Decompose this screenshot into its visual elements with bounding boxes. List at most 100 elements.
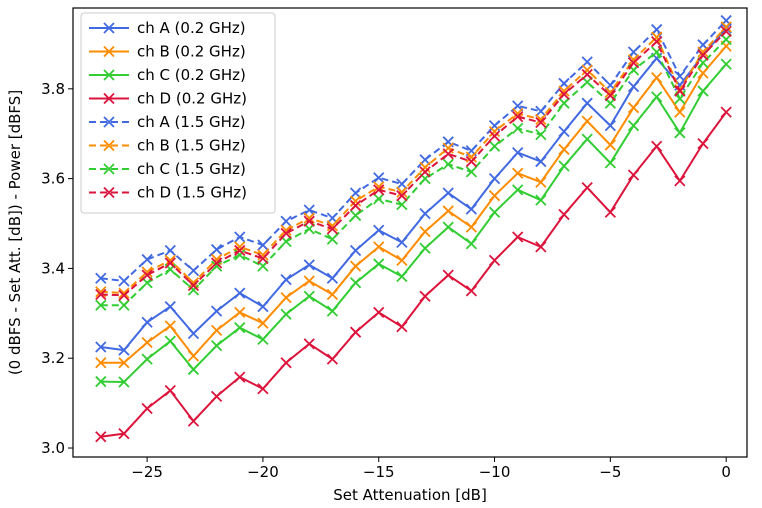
data-point — [234, 306, 246, 319]
legend-marker — [103, 92, 115, 105]
series-1 — [95, 40, 732, 369]
data-point — [535, 194, 547, 206]
data-point — [303, 259, 315, 271]
data-point — [303, 338, 315, 350]
data-point — [419, 290, 431, 302]
data-point — [326, 305, 339, 317]
data-point — [581, 97, 593, 109]
x-tick-label: 0 — [721, 463, 731, 481]
data-point — [141, 269, 153, 281]
data-point — [720, 25, 732, 37]
data-point — [257, 317, 269, 329]
legend-entry: ch A (0.2 GHz) — [89, 19, 246, 37]
data-point — [280, 357, 292, 369]
data-point — [326, 233, 339, 245]
series-2 — [95, 58, 732, 388]
data-point — [604, 157, 616, 169]
data-point — [651, 71, 663, 84]
data-point — [210, 260, 223, 272]
data-point — [720, 21, 732, 33]
data-point — [187, 265, 200, 277]
data-point — [141, 253, 153, 266]
data-point — [349, 260, 362, 272]
data-point — [349, 277, 362, 289]
data-point — [118, 287, 130, 299]
data-point — [558, 143, 570, 156]
data-point — [512, 167, 524, 179]
data-point — [581, 115, 593, 127]
legend-label: ch B (1.5 GHz) — [137, 137, 246, 155]
data-point — [442, 205, 454, 217]
data-point — [234, 244, 246, 257]
x-tick-label: −15 — [363, 463, 395, 481]
data-point — [488, 172, 501, 185]
data-point — [164, 254, 176, 266]
data-point — [651, 31, 663, 43]
data-point — [535, 113, 547, 125]
x-tick-label: −5 — [599, 463, 621, 481]
data-point — [187, 279, 200, 292]
data-point — [118, 344, 130, 356]
data-point — [674, 70, 686, 82]
data-point — [326, 220, 339, 232]
data-point — [396, 321, 408, 333]
data-point — [141, 402, 153, 415]
data-point — [280, 215, 292, 227]
data-point — [95, 375, 107, 388]
data-point — [581, 56, 593, 68]
data-point — [535, 241, 547, 253]
series-line — [100, 26, 727, 295]
data-point — [349, 199, 362, 212]
series-0 — [95, 22, 732, 356]
data-point — [187, 415, 200, 427]
data-point — [280, 291, 292, 304]
data-point — [257, 300, 269, 313]
data-point — [373, 258, 385, 270]
data-point — [210, 305, 223, 317]
data-point — [465, 238, 478, 250]
data-point — [187, 363, 200, 376]
y-tick-label: 3.8 — [41, 80, 65, 98]
series-3 — [95, 106, 732, 443]
data-point — [535, 105, 547, 117]
data-point — [349, 244, 362, 257]
data-point — [442, 187, 454, 199]
data-point — [697, 85, 709, 97]
data-point — [512, 146, 524, 159]
data-point — [697, 49, 709, 61]
data-point — [396, 270, 408, 283]
data-point — [465, 155, 478, 168]
legend-entry: ch A (1.5 GHz) — [89, 113, 246, 131]
data-point — [396, 190, 408, 202]
data-point — [280, 308, 292, 320]
data-point — [488, 130, 501, 142]
data-point — [257, 239, 269, 251]
data-point — [651, 36, 663, 48]
legend-entry: ch C (0.2 GHz) — [89, 66, 246, 84]
data-point — [164, 320, 176, 332]
data-point — [488, 190, 501, 202]
data-point — [118, 299, 130, 311]
data-point — [604, 86, 616, 99]
x-tick-label: −10 — [479, 463, 511, 481]
data-point — [488, 206, 501, 218]
data-point — [558, 88, 570, 100]
series-line — [100, 63, 727, 384]
y-axis-label: (0 dBFS - Set Att. [dB]) - Power [dBFS] — [6, 90, 24, 375]
data-point — [210, 390, 223, 403]
data-point — [187, 284, 200, 296]
legend-box — [80, 12, 276, 214]
data-point — [419, 225, 431, 238]
legend-marker — [103, 139, 115, 152]
data-point — [118, 376, 130, 388]
data-point — [95, 288, 107, 301]
legend-marker — [103, 116, 115, 128]
data-point — [442, 148, 454, 160]
data-point — [604, 89, 616, 102]
data-point — [118, 357, 130, 369]
data-point — [95, 431, 107, 443]
data-point — [627, 102, 640, 114]
x-axis: −25 −20 −15 −10 −5 0 — [131, 457, 731, 481]
data-point — [326, 288, 339, 301]
legend-marker — [103, 22, 115, 34]
